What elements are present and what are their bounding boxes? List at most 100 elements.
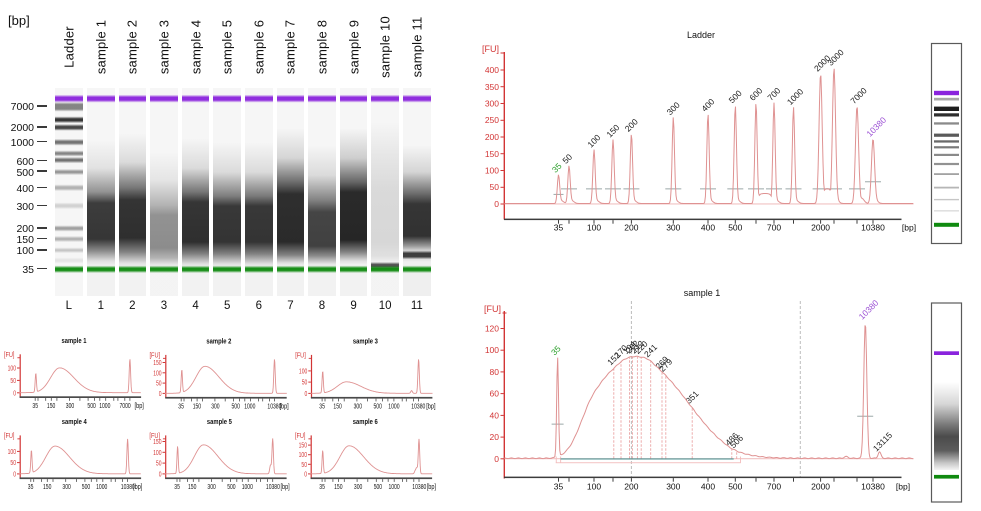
svg-text:700: 700 [765,85,782,102]
svg-text:sample 1: sample 1 [684,288,721,298]
svg-text:Ladder: Ladder [687,30,715,40]
svg-text:500: 500 [227,484,235,491]
svg-text:35: 35 [178,403,184,410]
svg-text:350: 350 [485,82,499,92]
svg-text:100: 100 [8,366,16,373]
svg-text:10380: 10380 [121,484,135,491]
svg-text:500: 500 [87,403,95,410]
svg-text:100: 100 [299,452,307,459]
svg-text:[bp]: [bp] [280,484,289,491]
svg-text:100: 100 [587,223,601,233]
svg-text:[bp]: [bp] [135,403,144,410]
svg-text:100: 100 [587,482,601,492]
svg-text:500: 500 [727,88,744,105]
svg-text:50: 50 [10,378,16,385]
svg-text:7000: 7000 [120,403,131,410]
svg-text:250: 250 [485,115,499,125]
svg-text:sample 1: sample 1 [62,336,87,345]
svg-text:1000: 1000 [244,403,255,410]
svg-text:300: 300 [666,223,680,233]
svg-text:[bp]: [bp] [133,484,142,491]
svg-text:[FU]: [FU] [4,433,15,440]
svg-text:150: 150 [153,360,161,367]
svg-text:35: 35 [554,223,564,233]
svg-text:150: 150 [333,403,341,410]
svg-text:400: 400 [699,96,716,113]
svg-text:35: 35 [550,161,564,175]
svg-text:20: 20 [490,432,500,442]
svg-text:1000: 1000 [242,484,253,491]
svg-text:300: 300 [354,484,362,491]
svg-text:10380: 10380 [411,403,425,410]
svg-text:100: 100 [585,132,602,149]
svg-text:1000: 1000 [388,403,399,410]
svg-text:300: 300 [62,484,70,491]
svg-text:sample 5: sample 5 [207,417,232,426]
svg-text:300: 300 [66,403,74,410]
svg-text:400: 400 [485,65,499,75]
svg-text:100: 100 [153,370,161,377]
svg-text:13115: 13115 [871,430,895,454]
svg-text:0: 0 [304,471,307,478]
svg-text:150: 150 [334,484,342,491]
svg-text:3000: 3000 [825,47,846,68]
svg-text:10380: 10380 [266,484,280,491]
svg-text:2000: 2000 [811,482,830,492]
svg-text:50: 50 [156,461,162,468]
svg-text:300: 300 [666,482,680,492]
svg-text:35: 35 [549,343,563,357]
svg-text:10380: 10380 [861,223,885,233]
svg-text:35: 35 [554,482,564,492]
svg-text:150: 150 [47,403,55,410]
svg-text:100: 100 [485,166,499,176]
svg-text:[FU]: [FU] [4,352,15,359]
svg-text:10380: 10380 [267,403,281,410]
svg-text:150: 150 [299,443,307,450]
svg-text:0: 0 [159,391,162,398]
svg-text:50: 50 [156,381,162,388]
svg-text:100: 100 [299,368,307,375]
svg-text:500: 500 [232,403,240,410]
svg-text:0: 0 [305,391,308,398]
svg-text:40: 40 [490,410,500,420]
svg-text:300: 300 [211,403,219,410]
svg-text:50: 50 [560,152,574,166]
svg-text:0: 0 [13,471,16,478]
svg-text:[bp]: [bp] [279,403,288,410]
svg-text:1000: 1000 [99,403,110,410]
svg-text:500: 500 [374,484,382,491]
svg-text:[FU]: [FU] [149,433,160,440]
svg-text:600: 600 [747,85,764,102]
svg-text:[bp]: [bp] [427,484,436,491]
svg-text:50: 50 [302,380,308,387]
svg-text:1000: 1000 [96,484,107,491]
svg-text:10380: 10380 [857,298,881,322]
svg-text:500: 500 [728,223,742,233]
svg-text:0: 0 [494,454,499,464]
svg-text:200: 200 [624,223,638,233]
svg-text:300: 300 [354,403,362,410]
svg-text:35: 35 [319,484,325,491]
svg-text:60: 60 [490,389,500,399]
svg-text:300: 300 [485,99,499,109]
svg-text:[bp]: [bp] [896,482,910,492]
svg-text:120: 120 [485,324,499,334]
svg-text:150: 150 [193,403,201,410]
svg-text:80: 80 [490,367,500,377]
svg-text:0: 0 [159,471,162,478]
svg-text:100: 100 [485,345,499,355]
svg-text:700: 700 [767,223,781,233]
svg-text:10380: 10380 [861,482,885,492]
svg-text:700: 700 [767,482,781,492]
svg-text:50: 50 [490,182,500,192]
svg-text:1000: 1000 [389,484,400,491]
svg-text:[bp]: [bp] [426,403,435,410]
svg-text:sample 6: sample 6 [353,417,378,426]
svg-text:sample 4: sample 4 [62,417,88,426]
svg-text:35: 35 [319,403,325,410]
svg-text:35: 35 [32,403,38,410]
svg-text:400: 400 [701,482,715,492]
svg-text:100: 100 [8,449,16,456]
svg-text:150: 150 [604,122,621,139]
svg-text:500: 500 [374,403,382,410]
